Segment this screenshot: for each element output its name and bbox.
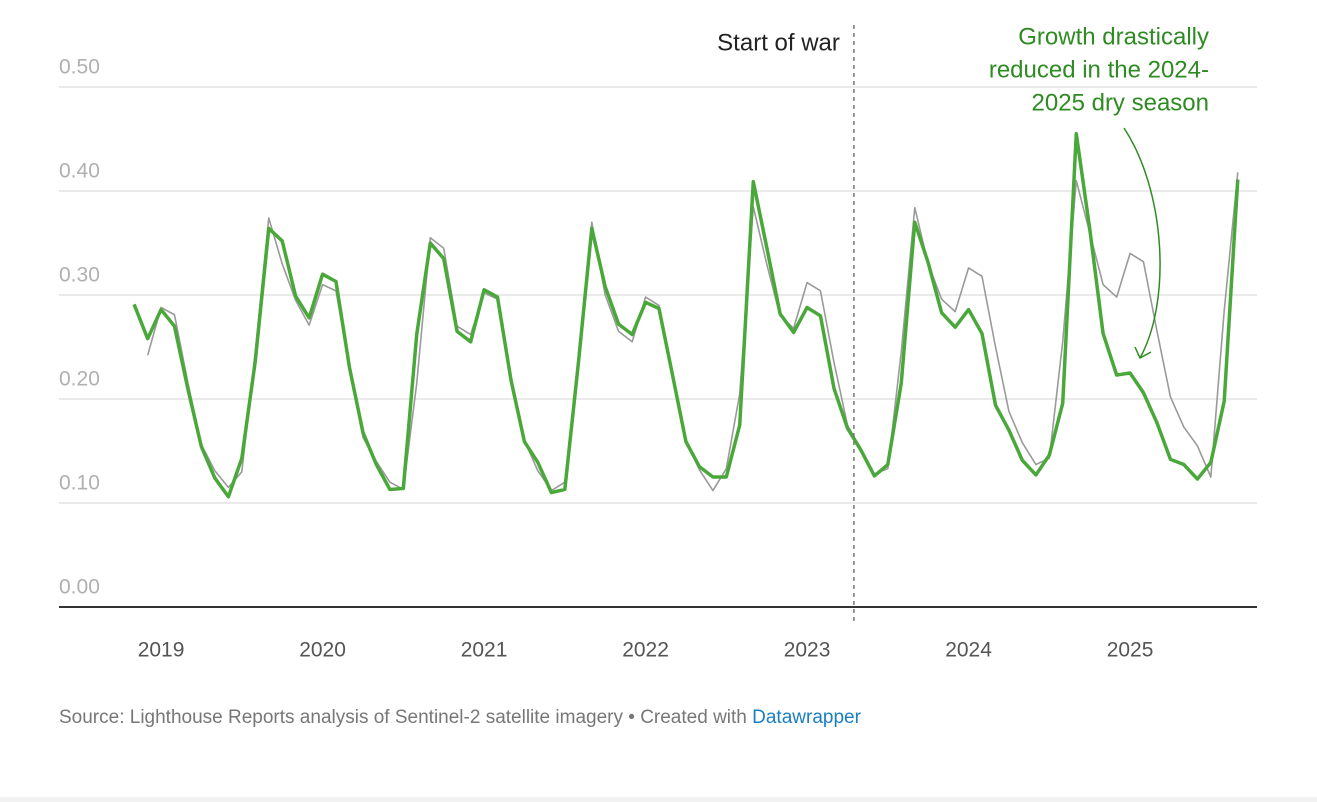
source: Source: Lighthouse Reports analysis of S… (59, 707, 862, 728)
annotation-arrow (1123, 127, 1161, 359)
annotation-text: Growth drastically (1018, 23, 1209, 50)
x-tick-label: 2022 (622, 639, 669, 662)
y-tick-label: 0.50 (59, 56, 100, 79)
annotation-text: reduced in the 2024- (989, 56, 1209, 83)
y-tick-label: 0.10 (59, 472, 100, 495)
x-tick-label: 2023 (784, 639, 831, 662)
arrow-head (1134, 346, 1152, 360)
y-tick-label: 0.40 (59, 160, 100, 183)
lines (132, 132, 1240, 499)
y-tick-label: 0.20 (59, 368, 100, 391)
series-line (146, 172, 1239, 492)
y-tick-label: 0.00 (59, 576, 100, 599)
x-tick-label: 2024 (945, 639, 992, 662)
x-tick-label: 2020 (299, 639, 346, 662)
x-tick-label: 2025 (1107, 639, 1154, 662)
credit-text: • Created with (628, 707, 747, 728)
annotations: Start of war Growth drastically reduced in… (717, 23, 1209, 625)
annotation-text: 2025 dry season (1032, 89, 1209, 116)
y-tick-label: 0.30 (59, 264, 100, 287)
series-line (132, 132, 1240, 499)
source-text: Source: Lighthouse Reports analysis of S… (59, 707, 623, 728)
annotation-text: Start of war (717, 29, 840, 56)
bottom-band (0, 797, 1317, 802)
x-tick-label: 2021 (461, 639, 508, 662)
credit-link[interactable]: Datawrapper (752, 707, 861, 728)
x-tick-label: 2019 (138, 639, 185, 662)
grid: 0.00 0.10 0.20 0.30 0.40 0.50 2019 2020 2021 2022… (59, 56, 1257, 662)
